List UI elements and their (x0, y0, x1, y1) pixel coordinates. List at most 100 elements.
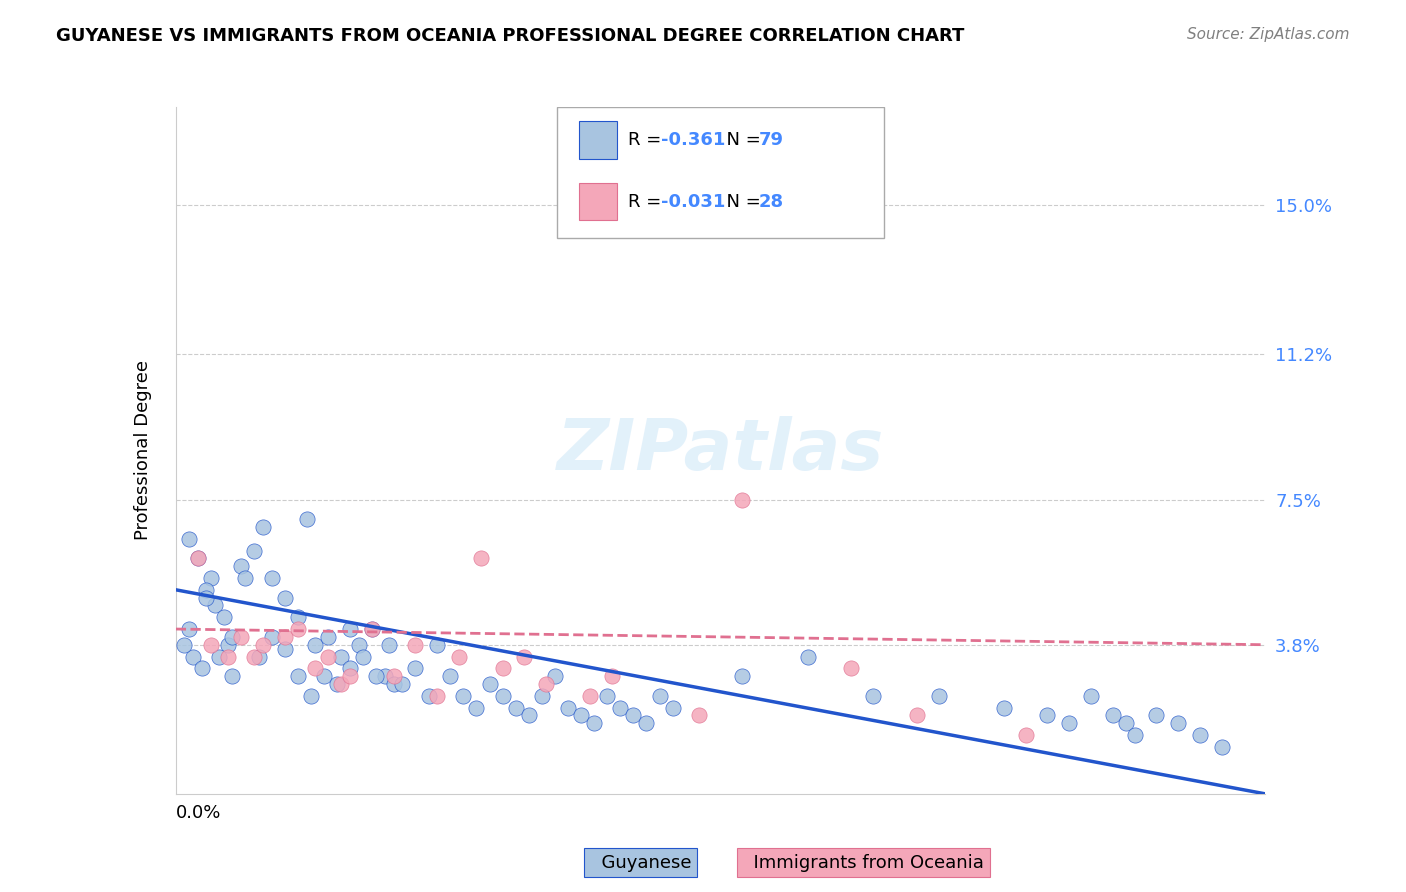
Point (221, 669, 243, 683)
Point (347, 638, 370, 652)
Text: Guyanese: Guyanese (591, 854, 692, 871)
Point (200, 571, 222, 585)
Point (557, 700, 579, 714)
Point (1189, 728, 1212, 742)
Point (195, 582, 218, 597)
Text: Immigrants from Oceania: Immigrants from Oceania (742, 854, 984, 871)
Point (299, 689, 322, 703)
Text: N =: N = (716, 193, 766, 211)
Point (447, 649, 470, 664)
Point (731, 669, 754, 683)
Text: R =: R = (628, 193, 666, 211)
FancyBboxPatch shape (557, 107, 884, 237)
Point (252, 520, 274, 534)
Point (530, 689, 553, 703)
Point (378, 638, 401, 652)
Point (465, 700, 488, 714)
Point (1123, 728, 1146, 742)
Point (231, 630, 253, 644)
Point (191, 661, 214, 675)
Point (505, 700, 527, 714)
Point (600, 669, 623, 683)
Point (330, 677, 353, 691)
Point (391, 677, 413, 691)
Point (304, 661, 326, 675)
Text: N =: N = (716, 131, 766, 149)
Point (439, 669, 461, 683)
Point (212, 610, 235, 624)
Point (1102, 708, 1125, 723)
Point (688, 708, 710, 723)
Text: 28: 28 (759, 193, 783, 211)
Text: ZIPatlas: ZIPatlas (557, 416, 884, 485)
Point (1015, 728, 1038, 742)
Point (318, 649, 340, 664)
Point (312, 669, 335, 683)
Point (426, 638, 449, 652)
Point (177, 532, 200, 546)
Point (661, 700, 683, 714)
Point (579, 689, 602, 703)
Point (304, 638, 326, 652)
Point (274, 630, 297, 644)
Point (453, 689, 475, 703)
Point (1167, 716, 1189, 731)
Point (274, 591, 297, 605)
Point (621, 708, 644, 723)
Point (318, 630, 340, 644)
Point (339, 661, 361, 675)
Point (583, 716, 606, 731)
Point (636, 716, 658, 731)
Point (339, 669, 361, 683)
Point (181, 649, 204, 664)
Point (260, 630, 283, 644)
Point (534, 677, 557, 691)
Point (360, 622, 382, 636)
Point (366, 669, 388, 683)
Point (352, 649, 374, 664)
Point (252, 638, 274, 652)
Y-axis label: Professional Degree: Professional Degree (134, 360, 152, 541)
Point (841, 661, 863, 675)
Point (287, 610, 309, 624)
Point (339, 622, 361, 636)
Text: Source: ZipAtlas.com: Source: ZipAtlas.com (1187, 27, 1350, 42)
Point (405, 661, 427, 675)
Point (1115, 716, 1137, 731)
Point (418, 689, 440, 703)
Point (796, 649, 818, 664)
Point (596, 689, 619, 703)
Point (231, 559, 253, 574)
Point (195, 591, 218, 605)
Point (360, 622, 382, 636)
Point (470, 551, 492, 566)
Point (243, 543, 266, 558)
FancyBboxPatch shape (579, 120, 617, 159)
Point (426, 689, 449, 703)
Point (905, 708, 928, 723)
Text: R =: R = (628, 131, 666, 149)
Point (200, 638, 222, 652)
Point (1036, 708, 1059, 723)
Point (235, 571, 257, 585)
Point (374, 669, 396, 683)
Point (177, 622, 200, 636)
Point (295, 512, 318, 526)
Point (492, 661, 515, 675)
Point (173, 638, 195, 652)
Point (221, 630, 243, 644)
Point (208, 649, 231, 664)
Point (1057, 716, 1080, 731)
Point (928, 689, 950, 703)
Point (217, 649, 239, 664)
Point (993, 700, 1015, 714)
Point (569, 708, 592, 723)
Point (405, 638, 427, 652)
Point (492, 689, 515, 703)
Text: 79: 79 (759, 131, 783, 149)
Point (731, 492, 754, 507)
Text: -0.361: -0.361 (661, 131, 725, 149)
Point (186, 551, 209, 566)
Text: 0.0%: 0.0% (176, 805, 221, 822)
Point (326, 677, 349, 691)
